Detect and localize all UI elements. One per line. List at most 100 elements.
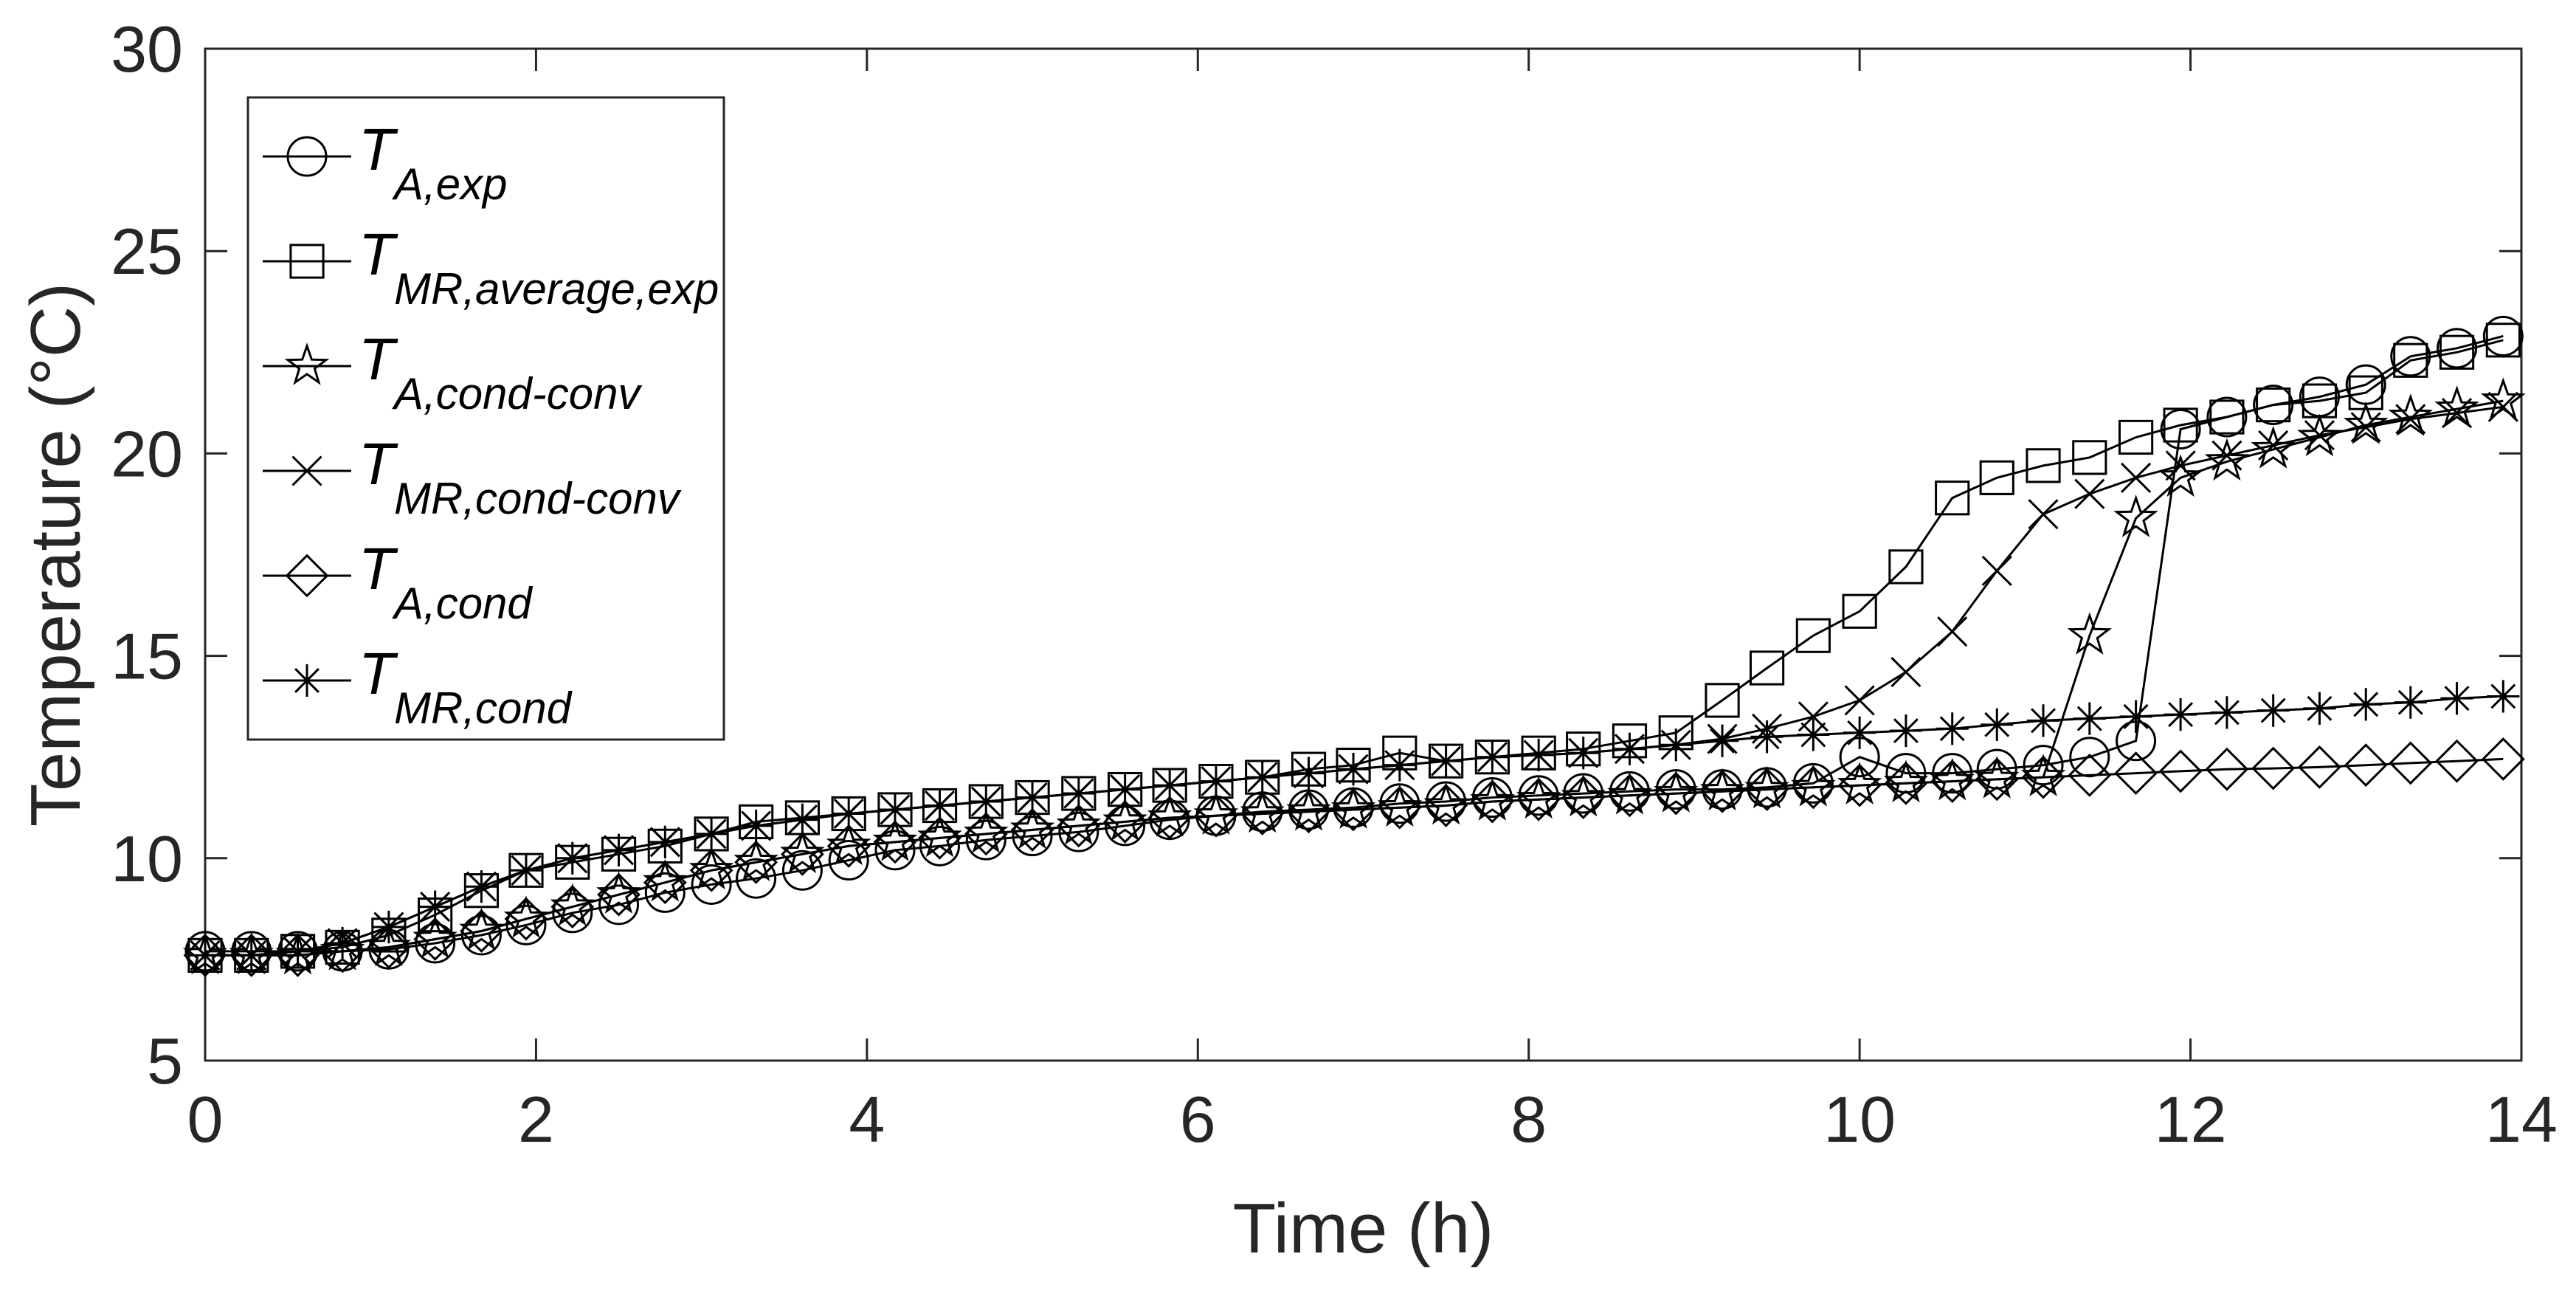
legend-marker-diamond (285, 554, 329, 598)
data-point-diamond (2114, 751, 2158, 796)
data-point-diamond (2389, 741, 2433, 785)
data-point-diamond (597, 872, 640, 917)
legend-label-main: T (359, 326, 398, 392)
data-point-diamond (413, 917, 457, 961)
data-point-asterisk (1383, 748, 1416, 782)
data-point-square (2163, 407, 2198, 443)
data-point-asterisk (1108, 773, 1142, 806)
data-point-diamond (873, 820, 917, 864)
legend-label-main: T (359, 536, 398, 602)
data-point-star (2434, 385, 2479, 428)
x-tick-label: 6 (1180, 1083, 1216, 1156)
data-point-circle (2160, 408, 2201, 449)
data-point-asterisk (2119, 700, 2152, 733)
data-point-square (2072, 440, 2107, 475)
data-point-asterisk (556, 841, 589, 875)
data-point-asterisk (2303, 692, 2336, 725)
data-point-diamond (2068, 753, 2112, 797)
data-point-diamond (1700, 769, 1744, 813)
data-point-diamond (550, 885, 595, 929)
data-point-square (2393, 342, 2428, 378)
data-point-asterisk (1015, 781, 1049, 814)
data-point-diamond (734, 840, 778, 884)
data-point-asterisk (1660, 728, 1693, 762)
legend-label-sub: MR,cond-conv (394, 474, 682, 523)
data-point-asterisk (509, 854, 543, 887)
data-point-circle (2482, 315, 2524, 356)
data-point-asterisk (188, 939, 222, 972)
data-point-star (2158, 454, 2203, 497)
data-point-diamond (367, 926, 411, 969)
data-point-x (1844, 685, 1875, 716)
data-point-diamond (1331, 788, 1375, 832)
data-point-circle (2206, 396, 2248, 438)
legend-label-sub: MR,average,exp (394, 264, 719, 314)
data-point-diamond (2021, 755, 2065, 799)
data-point-asterisk (325, 926, 359, 960)
data-point-square (2485, 323, 2521, 358)
legend-marker-x (291, 455, 322, 486)
series-diamond (183, 737, 2525, 977)
x-tick-label: 4 (849, 1083, 885, 1156)
data-point-x (2211, 440, 2242, 471)
data-point-circle (598, 884, 640, 926)
data-point-diamond (1930, 759, 1975, 804)
data-point-circle (919, 825, 961, 866)
data-point-circle (874, 830, 916, 871)
data-point-x (2165, 450, 2196, 481)
data-point-asterisk (1889, 714, 1923, 748)
data-point-diamond (1010, 807, 1054, 852)
data-point-circle (1932, 753, 1973, 794)
data-point-diamond (1608, 773, 1651, 818)
data-point-star (2388, 393, 2434, 436)
data-point-asterisk (1153, 768, 1187, 802)
data-point-asterisk (1613, 732, 1646, 765)
data-point-diamond (1240, 792, 1285, 835)
data-point-asterisk (418, 890, 452, 923)
legend-entry: TA,cond (263, 536, 533, 628)
data-point-square (2209, 399, 2245, 435)
legend-label-main: T (359, 221, 398, 287)
data-point-diamond (1837, 763, 1882, 807)
data-point-circle (736, 858, 777, 899)
legend-label-sub: A,cond-conv (392, 369, 643, 418)
data-point-circle (828, 840, 869, 881)
data-point-diamond (1884, 761, 1928, 805)
data-point-asterisk (372, 910, 405, 944)
data-point-x (2487, 391, 2518, 422)
data-point-x (2121, 462, 2152, 493)
data-point-diamond (2251, 746, 2296, 790)
data-point-star (2204, 438, 2250, 481)
data-point-circle (644, 872, 686, 913)
data-point-asterisk (649, 825, 682, 858)
legend-marker-circle (286, 136, 328, 177)
legend-marker-square (289, 244, 325, 279)
data-point-asterisk (832, 797, 866, 830)
data-point-diamond (1470, 779, 1514, 824)
data-point-diamond (1561, 776, 1606, 819)
data-point-diamond (2435, 739, 2479, 783)
data-point-asterisk (2026, 704, 2060, 737)
data-point-diamond (1654, 771, 1698, 816)
data-point-x (2395, 404, 2426, 435)
data-point-asterisk (1705, 724, 1739, 757)
x-tick-label: 12 (2155, 1083, 2227, 1156)
data-point-asterisk (1797, 718, 1830, 751)
data-point-asterisk (970, 785, 1003, 819)
data-point-asterisk (235, 939, 268, 972)
legend: TA,expTMR,average,expTA,cond-convTMR,con… (246, 96, 725, 741)
data-point-diamond (2205, 747, 2249, 791)
data-point-asterisk (1292, 757, 1325, 790)
data-point-asterisk (878, 793, 912, 827)
data-point-x (2441, 397, 2473, 429)
data-point-diamond (1975, 757, 2019, 802)
data-point-square (1795, 618, 1831, 653)
legend-entry: TA,cond-conv (263, 326, 643, 418)
data-point-asterisk (1981, 708, 2014, 741)
data-point-diamond (964, 812, 1008, 856)
data-point-asterisk (1062, 776, 1095, 810)
legend-entry: TMR,cond-conv (263, 431, 682, 523)
data-point-diamond (2158, 749, 2203, 793)
data-point-diamond (826, 824, 871, 868)
